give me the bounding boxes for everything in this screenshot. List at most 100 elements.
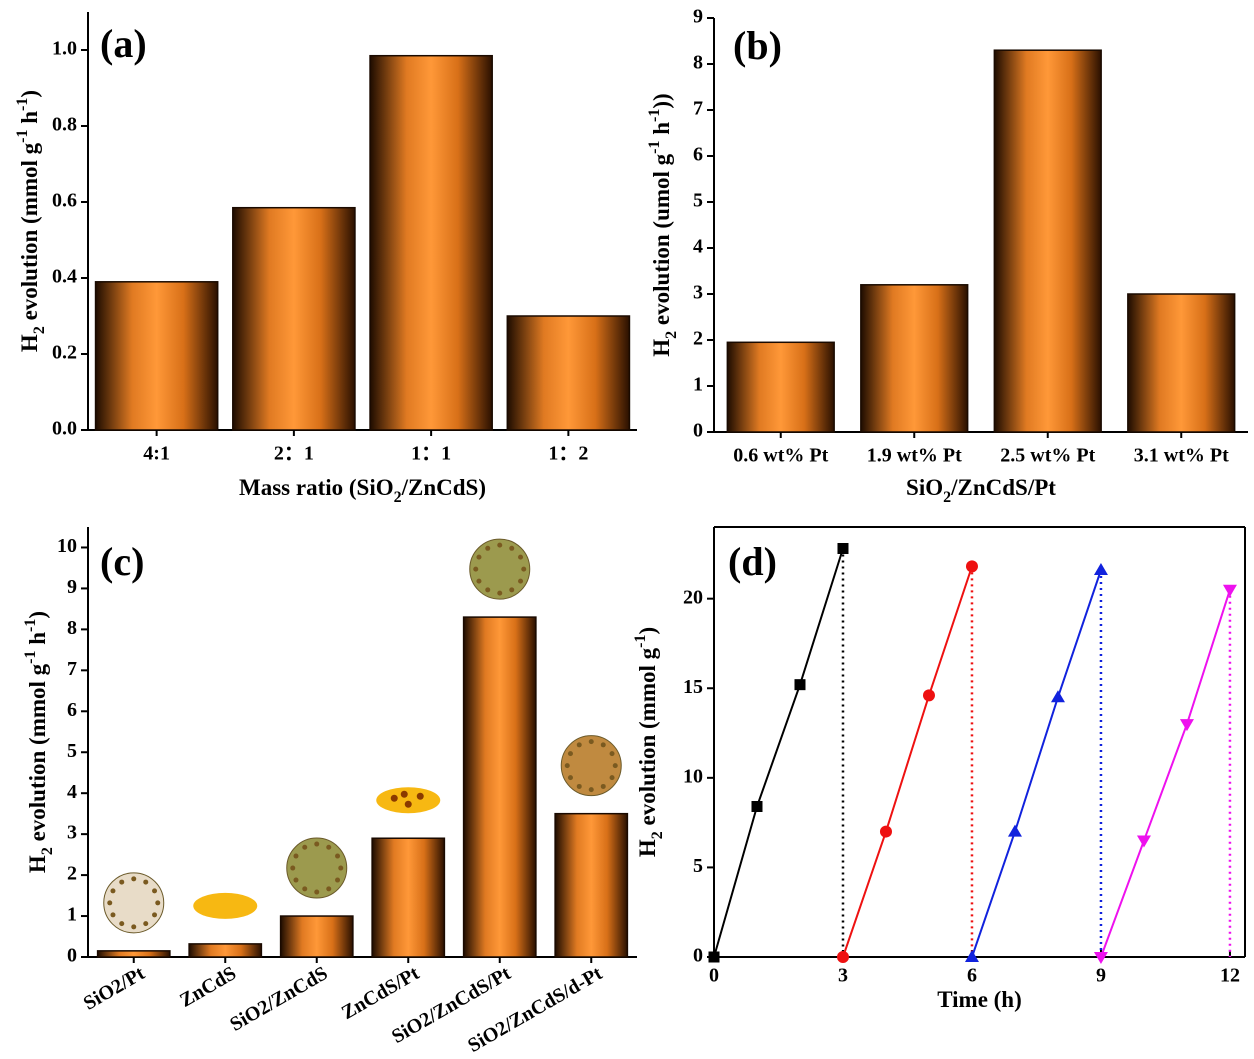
label-part: 2 [39, 847, 56, 855]
illustration [613, 763, 618, 768]
x-tick-label: 0 [709, 965, 719, 987]
y-tick-label: 10 [683, 765, 703, 787]
illustration [152, 912, 157, 917]
y-tick-label: 0.8 [52, 114, 77, 136]
marker [1223, 585, 1237, 597]
x-tick-label: 2.5 wt% Pt [1000, 445, 1095, 467]
illustration [589, 739, 594, 744]
illustration [417, 793, 424, 800]
label-part: h [17, 111, 42, 130]
illustration [110, 888, 115, 893]
marker [966, 560, 978, 572]
y-tick-label: 1 [67, 904, 77, 926]
illustration [287, 838, 347, 898]
illustration [110, 912, 115, 917]
label-part: 2 [394, 489, 402, 506]
panel-label: (b) [733, 23, 782, 68]
marker [880, 826, 892, 838]
y-axis-label: H2 evolution (umol g-1 h-1)) [646, 93, 680, 356]
illustration [143, 921, 148, 926]
label-part: H [649, 339, 674, 357]
bar [96, 282, 218, 430]
y-tick-label: 0 [67, 945, 77, 967]
illustration [405, 801, 412, 808]
series-line [1101, 590, 1230, 957]
x-tick-label: 1：1 [411, 443, 451, 465]
illustration [568, 751, 573, 756]
y-tick-label: 0 [693, 420, 703, 442]
label-part: Time (h) [937, 987, 1022, 1012]
label-part: 2 [943, 489, 951, 506]
x-tick-label: ZnCdS [176, 962, 240, 1012]
label-part: 2 [663, 331, 680, 339]
illustration [470, 539, 530, 599]
illustration [568, 775, 573, 780]
illustration [335, 878, 340, 883]
bar [727, 342, 834, 432]
illustration [497, 543, 502, 548]
illustration [293, 878, 298, 883]
bar [189, 944, 261, 957]
illustration [119, 880, 124, 885]
illustration [338, 866, 343, 871]
illustration [509, 587, 514, 592]
x-tick-label: 1：2 [548, 443, 588, 465]
y-tick-label: 0 [693, 945, 703, 967]
label-part: ) [17, 90, 42, 98]
x-tick-label: SiO2/Pt [80, 962, 149, 1015]
y-tick-label: 5 [693, 855, 703, 877]
y-tick-label: 5 [67, 740, 77, 762]
marker [1137, 836, 1151, 848]
x-tick-label: ZnCdS/Pt [338, 962, 423, 1024]
illustration [601, 742, 606, 747]
panel-label: (d) [728, 539, 777, 584]
illustration [314, 890, 319, 895]
figure: 0.00.20.40.60.81.0(a)H2 evolution (mmol … [0, 0, 1254, 1059]
y-tick-label: 2 [693, 328, 703, 350]
label-part: /ZnCdS/Pt [950, 475, 1056, 500]
illustration [314, 842, 319, 847]
bar [370, 56, 492, 430]
label-part: SiO [906, 475, 943, 500]
marker [1180, 719, 1194, 731]
label-part: h [649, 122, 674, 141]
bar [464, 617, 536, 957]
label-part: 2 [31, 326, 48, 334]
illustration [577, 784, 582, 789]
label-part: -1 [22, 650, 39, 663]
panel: 0.00.20.40.60.81.0(a)H2 evolution (mmol … [14, 12, 637, 506]
y-tick-label: 0.2 [52, 342, 77, 364]
label-part: H [17, 334, 42, 352]
y-tick-label: 10 [57, 535, 77, 557]
x-tick-label: SiO2/ZnCdS [226, 962, 331, 1036]
illustration [152, 888, 157, 893]
x-tick-label: 0.6 wt% Pt [733, 445, 828, 467]
illustration [610, 775, 615, 780]
x-axis-label: SiO2/ZnCdS/Pt [906, 475, 1056, 506]
label-part: evolution (mmol g [635, 647, 660, 831]
illustration [119, 921, 124, 926]
illustration [131, 876, 136, 881]
label-part: ) [25, 611, 50, 619]
bar [994, 50, 1101, 432]
y-tick-label: 5 [693, 190, 703, 212]
illustration [104, 873, 164, 933]
illustration [577, 742, 582, 747]
y-tick-label: 15 [683, 676, 703, 698]
bar [281, 916, 353, 957]
illustration [476, 579, 481, 584]
illustration [521, 567, 526, 572]
y-tick-label: 7 [67, 658, 77, 680]
illustration [565, 763, 570, 768]
label-part: -1 [646, 109, 663, 122]
bar [98, 951, 170, 957]
illustration [518, 555, 523, 560]
illustration [131, 924, 136, 929]
y-axis-label: H2 evolution (mmol g-1 h-1) [14, 90, 48, 352]
illustration [143, 880, 148, 885]
illustration [376, 787, 440, 813]
y-tick-label: 9 [693, 6, 703, 28]
y-tick-label: 8 [693, 52, 703, 74]
